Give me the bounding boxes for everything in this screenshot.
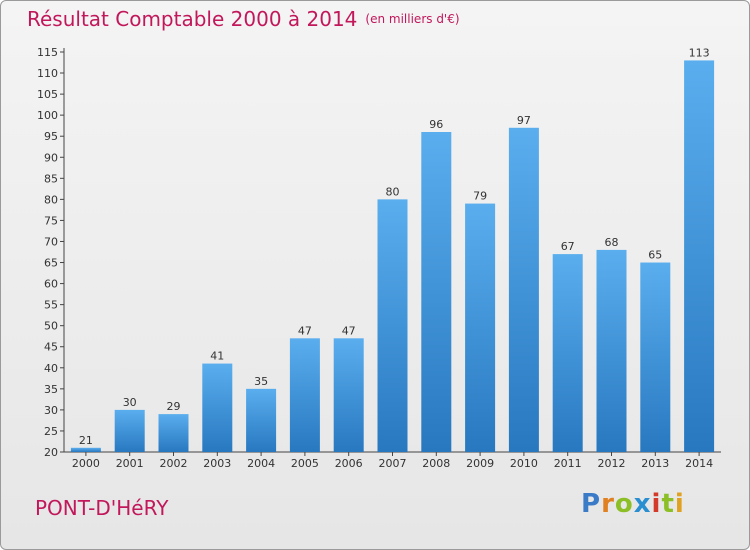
y-tick-label: 90 [44,151,58,164]
y-tick-label: 20 [44,446,58,459]
bar-value-label: 67 [561,240,575,253]
y-tick-label: 100 [37,109,58,122]
bar [684,60,715,452]
chart-title: Résultat Comptable 2000 à 2014 (en millie… [27,7,460,31]
logo-letter: r [601,489,615,519]
bar-value-label: 113 [689,46,710,59]
y-tick-label: 25 [44,425,58,438]
y-tick-label: 55 [44,299,58,312]
y-tick-label: 75 [44,214,58,227]
y-tick-label: 35 [44,383,58,396]
x-tick-label: 2004 [247,457,275,470]
bar-value-label: 35 [254,375,268,388]
x-tick-label: 2008 [422,457,450,470]
x-tick-label: 2002 [160,457,188,470]
proxiti-logo: Proxiti [581,489,685,519]
x-tick-label: 2007 [379,457,407,470]
logo-letter: P [581,489,602,519]
y-tick-label: 45 [44,341,58,354]
logo-letter: i [651,489,662,519]
y-tick-label: 110 [37,67,58,80]
bar [114,409,145,452]
town-name: PONT-D'HéRY [35,496,169,520]
bar-value-label: 97 [517,114,531,127]
x-tick-label: 2000 [72,457,100,470]
bar-value-label: 21 [79,434,93,447]
y-tick-label: 80 [44,193,58,206]
x-tick-label: 2011 [554,457,582,470]
bar [421,132,452,452]
logo-letter: i [674,489,685,519]
bar-value-label: 47 [342,324,356,337]
bar-value-label: 47 [298,324,312,337]
bar [246,388,277,452]
bar [640,262,671,452]
logo-letter: x [633,489,652,519]
bar [377,199,408,452]
bar-value-label: 96 [429,118,443,131]
x-tick-label: 2012 [598,457,626,470]
bar [158,414,189,452]
bar [333,338,364,452]
bar [552,254,583,452]
y-tick-label: 60 [44,278,58,291]
y-tick-label: 70 [44,235,58,248]
bar-value-label: 41 [210,350,224,363]
y-tick-label: 50 [44,320,58,333]
bar [465,203,496,452]
bar [70,447,101,452]
bar-value-label: 65 [648,249,662,262]
bar [596,249,627,452]
y-tick-label: 105 [37,88,58,101]
bar-value-label: 30 [123,396,137,409]
logo-letter: t [661,489,675,519]
x-tick-label: 2009 [466,457,494,470]
bar-value-label: 79 [473,190,487,203]
x-tick-label: 2013 [641,457,669,470]
x-tick-label: 2010 [510,457,538,470]
y-tick-label: 40 [44,362,58,375]
x-tick-label: 2005 [291,457,319,470]
y-tick-label: 30 [44,404,58,417]
chart-subtitle: (en milliers d'€) [365,12,460,26]
bar [508,127,539,452]
y-tick-label: 65 [44,257,58,270]
bar [202,363,233,452]
y-tick-label: 85 [44,172,58,185]
y-tick-label: 95 [44,130,58,143]
logo-letter: o [614,489,634,519]
x-tick-label: 2001 [116,457,144,470]
bar-value-label: 80 [386,185,400,198]
x-tick-label: 2006 [335,457,363,470]
x-tick-label: 2014 [685,457,713,470]
bar-value-label: 68 [605,236,619,249]
y-tick-label: 115 [37,46,58,59]
x-tick-label: 2003 [203,457,231,470]
bar [289,338,320,452]
bar-value-label: 29 [167,400,181,413]
